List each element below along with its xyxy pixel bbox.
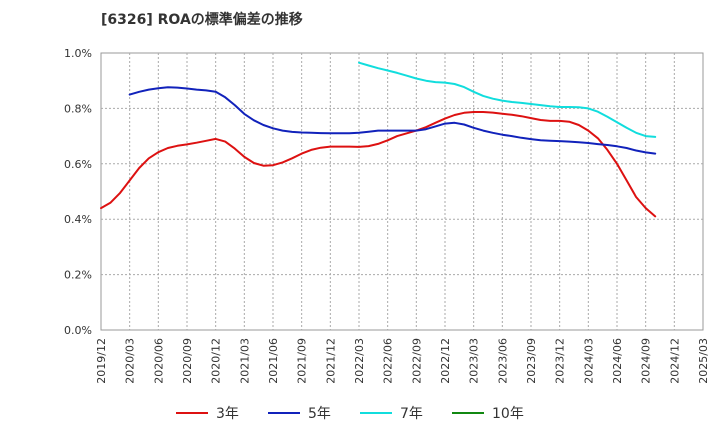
x-tick-label: 2024/12 [668,338,681,384]
y-tick-label: 1.0% [64,47,92,60]
x-tick-label: 2020/03 [124,338,137,384]
y-tick-label: 0.8% [64,102,92,115]
y-axis: 0.0% 0.2% 0.4% 0.6% 0.8% 1.0% [64,47,92,337]
x-tick-label: 2023/03 [468,338,481,384]
series-line-3年 [100,111,657,218]
chart-title: [6326] ROAの標準偏差の推移 [101,11,303,28]
y-tick-label: 0.4% [64,213,92,226]
y-tick-label: 0.0% [64,324,92,337]
grid-lines [101,53,703,330]
x-tick-label: 2021/06 [267,338,280,384]
legend-label: 5年 [308,406,331,422]
legend: 3年 5年 7年 10年 [176,406,524,422]
legend-label: 10年 [492,406,524,422]
x-tick-label: 2020/12 [210,338,223,384]
x-tick-label: 2022/12 [439,338,452,384]
legend-label: 3年 [216,406,239,422]
plot-area [100,52,704,331]
x-tick-label: 2020/06 [152,338,165,384]
legend-label: 7年 [400,406,423,422]
series-line-7年 [358,61,657,138]
x-tick-label: 2021/09 [296,338,309,384]
x-tick-label: 2022/06 [382,338,395,384]
x-tick-label: 2024/03 [582,338,595,384]
series-line-5年 [128,86,657,155]
x-tick-label: 2019/12 [95,338,108,384]
x-tick-label: 2024/06 [611,338,624,384]
x-tick-label: 2023/12 [554,338,567,384]
series-lines [100,61,657,218]
x-tick-label: 2023/09 [525,338,538,384]
x-tick-label: 2021/12 [324,338,337,384]
x-tick-label: 2022/03 [353,338,366,384]
x-tick-label: 2025/03 [697,338,710,384]
y-tick-label: 0.6% [64,158,92,171]
x-axis: 2019/12 2020/03 2020/06 2020/09 2020/12 2021/… [95,338,710,384]
y-tick-label: 0.2% [64,269,92,282]
x-tick-label: 2024/09 [640,338,653,384]
x-tick-label: 2020/09 [181,338,194,384]
x-tick-label: 2022/09 [410,338,423,384]
x-tick-label: 2023/06 [496,338,509,384]
x-tick-label: 2021/03 [238,338,251,384]
